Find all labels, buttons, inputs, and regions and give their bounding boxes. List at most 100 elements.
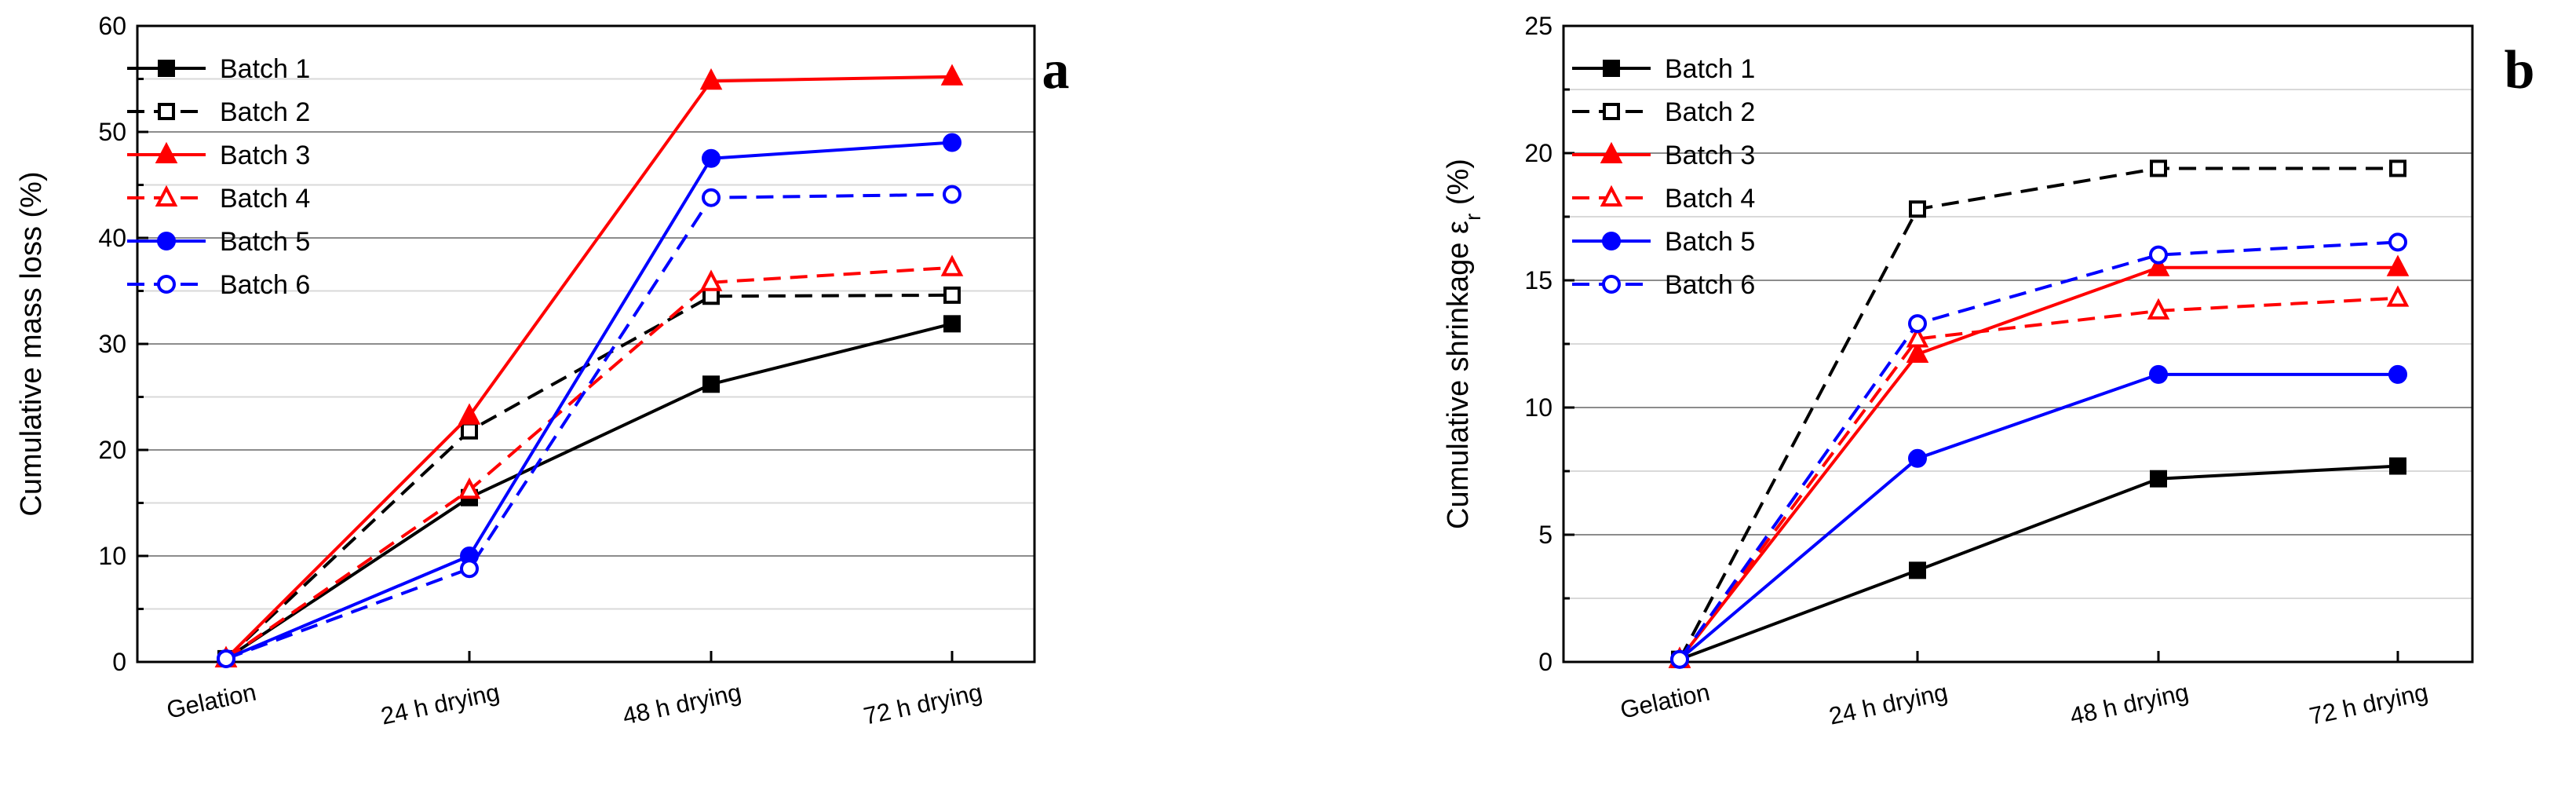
panel-a-legend-label: Batch 5 bbox=[220, 227, 310, 257]
panel-b-y-axis-title-subscript: r bbox=[1461, 214, 1485, 221]
panel-b-legend-label: Batch 3 bbox=[1665, 141, 1755, 170]
panel-b-data-point bbox=[1906, 326, 1929, 348]
panel-a-y-axis-title: Cumulative mass loss (%) bbox=[15, 171, 48, 516]
panel-b: 0 5 10 15 20 25 Gelation 24 h drying 48 h drying… bbox=[1442, 12, 2534, 730]
panel-a-series-line bbox=[224, 293, 953, 660]
panel-a-data-point bbox=[458, 403, 481, 425]
panel-a-data-point bbox=[943, 185, 961, 204]
panel-a-y-tick-label: 20 bbox=[98, 436, 126, 464]
panel-a-data-point bbox=[699, 269, 723, 291]
panel-a-data-point bbox=[943, 133, 961, 152]
panel-a: 0 10 20 30 40 50 60 Gelation 24 h drying 48 h dry… bbox=[15, 12, 1070, 730]
panel-b-data-point bbox=[2150, 159, 2167, 177]
panel-b-legend-marker bbox=[1602, 232, 1621, 250]
panel-a-series-6 bbox=[217, 185, 961, 668]
panel-b-label: b bbox=[2505, 40, 2535, 101]
panel-b-data-point bbox=[2389, 159, 2406, 177]
panel-b-legend-label: Batch 6 bbox=[1665, 270, 1755, 300]
panel-a-label: a bbox=[1042, 40, 1070, 101]
panel-b-data-point bbox=[1908, 314, 1927, 334]
panel-b-legend-label: Batch 4 bbox=[1665, 184, 1755, 214]
panel-b-data-point bbox=[2147, 254, 2170, 276]
panel-b-data-point bbox=[1909, 200, 1926, 218]
panel-a-x-tick-label: 72 h drying bbox=[861, 678, 984, 730]
panel-b-data-point bbox=[2388, 364, 2407, 384]
panel-a-legend-label: Batch 3 bbox=[220, 141, 310, 170]
panel-b-y-axis-title-suffix: (%) bbox=[1442, 159, 1475, 214]
panel-a-x-tick-label: 24 h drying bbox=[378, 678, 502, 730]
panel-b-data-point bbox=[2150, 470, 2167, 488]
panel-b-x-tick-label: Gelation bbox=[1618, 678, 1712, 724]
panel-b-data-point bbox=[2147, 298, 2170, 320]
panel-a-data-point bbox=[699, 68, 723, 90]
panel-b-data-point bbox=[2149, 245, 2168, 265]
panel-a-legend-label: Batch 4 bbox=[220, 184, 310, 214]
panel-a-legend-marker bbox=[157, 232, 176, 250]
panel-a-series-line bbox=[225, 141, 953, 660]
panel-a-legend: Batch 1 Batch 2 Batch 3 Batch 4 Batch 5 Batch… bbox=[127, 54, 310, 300]
panel-a-y-tick-label: 0 bbox=[112, 648, 126, 676]
panel-b-y-tick-label: 5 bbox=[1538, 521, 1553, 549]
panel-b-y-axis-title: Cumulative shrinkage εr (%) bbox=[1442, 159, 1485, 529]
panel-a-legend-label: Batch 1 bbox=[220, 54, 310, 84]
panel-a-data-point bbox=[461, 422, 478, 440]
panel-b-legend-label: Batch 1 bbox=[1665, 54, 1755, 84]
panel-b-y-tick-label: 15 bbox=[1524, 266, 1553, 294]
panel-a-legend-marker bbox=[158, 60, 175, 77]
panel-b-series-3 bbox=[1668, 254, 2410, 668]
panel-b-series-line bbox=[1678, 296, 2399, 660]
panel-b-x-tick-label: 72 h drying bbox=[2307, 678, 2430, 730]
panel-b-y-tick-label: 0 bbox=[1538, 648, 1553, 676]
panel-b-series-line bbox=[1678, 265, 2398, 660]
panel-b-data-point bbox=[2389, 457, 2406, 475]
panel-b-series-line bbox=[1678, 240, 2399, 660]
panel-a-y-tick-label: 10 bbox=[98, 542, 126, 570]
panel-a-series-4 bbox=[214, 254, 964, 667]
panel-b-series-1 bbox=[1671, 457, 2406, 668]
panel-a-data-point bbox=[702, 375, 720, 393]
panel-b-data-point bbox=[1909, 561, 1926, 579]
panel-a-series-3 bbox=[214, 64, 964, 667]
panel-a-data-point bbox=[217, 649, 235, 668]
panel-b-legend-marker bbox=[1603, 103, 1620, 120]
panel-a-data-point bbox=[702, 287, 720, 305]
panel-a-y-tick-label: 30 bbox=[98, 330, 126, 358]
panel-b-y-tick-label: 10 bbox=[1524, 393, 1553, 422]
panel-b-legend-label: Batch 2 bbox=[1665, 97, 1755, 127]
panel-b-legend-marker bbox=[1602, 275, 1621, 294]
panel-a-data-point bbox=[943, 286, 961, 304]
panel-a-data-point bbox=[702, 148, 721, 168]
panel-b-y-tick-label: 20 bbox=[1524, 139, 1553, 167]
panel-a-legend-marker bbox=[158, 103, 175, 120]
panel-b-data-point bbox=[2386, 254, 2410, 276]
panel-a-x-tick-label: 48 h drying bbox=[620, 678, 743, 730]
panel-b-legend-marker bbox=[1603, 60, 1620, 77]
panel-b-series-line bbox=[1679, 464, 2399, 661]
panel-b-legend-marker bbox=[1600, 185, 1623, 207]
panel-b-data-point bbox=[1670, 649, 1689, 669]
panel-a-series-line bbox=[224, 322, 953, 660]
panel-a-series-line bbox=[225, 192, 953, 660]
panel-a-legend-label: Batch 2 bbox=[220, 97, 310, 127]
panel-a-data-point bbox=[460, 559, 479, 579]
panel-a-y-tick-label: 50 bbox=[98, 118, 126, 146]
panel-a-y-tick-label: 60 bbox=[98, 12, 126, 40]
panel-b-legend: Batch 1 Batch 2 Batch 3 Batch 4 Batch 5 Batch… bbox=[1572, 54, 1755, 300]
panel-b-data-point bbox=[2386, 285, 2410, 307]
panel-a-series-line bbox=[224, 75, 953, 660]
panel-b-x-tick-label: 24 h drying bbox=[1826, 678, 1950, 730]
panel-b-legend-marker bbox=[1600, 141, 1623, 163]
panel-b-x-tick-label: 48 h drying bbox=[2067, 678, 2191, 730]
panel-b-data-point bbox=[1906, 341, 1929, 363]
panel-b-data-point bbox=[1908, 448, 1927, 468]
panel-a-y-tick-label: 40 bbox=[98, 224, 126, 252]
panel-b-series-4 bbox=[1668, 285, 2410, 668]
panel-b-series-2 bbox=[1671, 159, 2406, 668]
panel-a-data-point bbox=[940, 254, 964, 276]
panel-b-y-tick-label: 25 bbox=[1524, 12, 1553, 40]
panel-a-data-point bbox=[458, 477, 481, 499]
panel-a-series-line bbox=[224, 265, 953, 660]
panel-a-legend-marker bbox=[157, 275, 176, 294]
panel-a-legend-label: Batch 6 bbox=[220, 270, 310, 300]
panel-a-series-5 bbox=[217, 133, 961, 668]
